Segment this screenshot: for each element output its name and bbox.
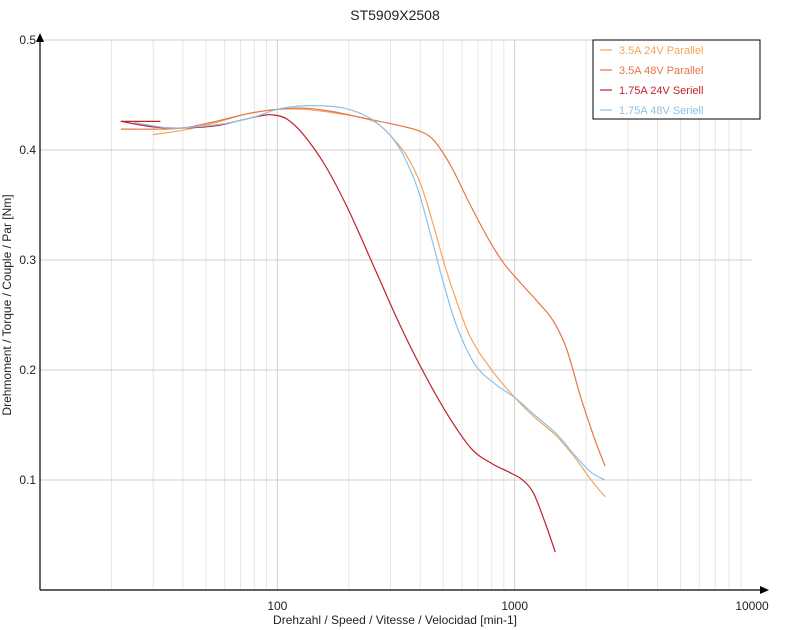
y-tick-label: 0.5: [19, 33, 36, 47]
series-line-4: [133, 105, 606, 481]
x-tick-label: 10000: [735, 599, 769, 613]
x-axis-title: Drehzahl / Speed / Vitesse / Velocidad […: [273, 613, 517, 627]
legend-box: [592, 39, 761, 120]
y-tick-label: 0.2: [19, 363, 36, 377]
legend: 3.5A 24V Parallel 3.5A 48V Parallel 1.75A …: [592, 39, 761, 120]
series-line-3: [120, 114, 556, 553]
legend-label: 1.75A 24V Seriell: [619, 85, 703, 97]
legend-label: 3.5A 48V Parallel: [619, 65, 703, 77]
tick-labels: 100 1000 10000 0.1 0.2 0.3 0.4 0.5: [19, 33, 769, 613]
series-line-2: [120, 107, 606, 467]
chart-title: ST5909X2508: [350, 7, 440, 23]
x-tick-label: 100: [267, 599, 287, 613]
y-tick-label: 0.4: [19, 143, 36, 157]
x-axis-arrow-icon: [760, 586, 769, 594]
series-line-1: [152, 108, 606, 498]
y-axis-arrow-icon: [36, 33, 44, 42]
x-tick-label: 1000: [501, 599, 528, 613]
grid: [40, 39, 752, 590]
legend-items: 3.5A 24V Parallel 3.5A 48V Parallel 1.75A …: [600, 45, 703, 117]
y-tick-label: 0.1: [19, 473, 36, 487]
y-axis-title: Drehmoment / Torque / Couple / Par [Nm]: [0, 194, 14, 415]
legend-label: 1.75A 48V Seriell: [619, 105, 703, 117]
legend-label: 3.5A 24V Parallel: [619, 45, 703, 57]
series-lines: [120, 105, 606, 553]
y-tick-label: 0.3: [19, 253, 36, 267]
